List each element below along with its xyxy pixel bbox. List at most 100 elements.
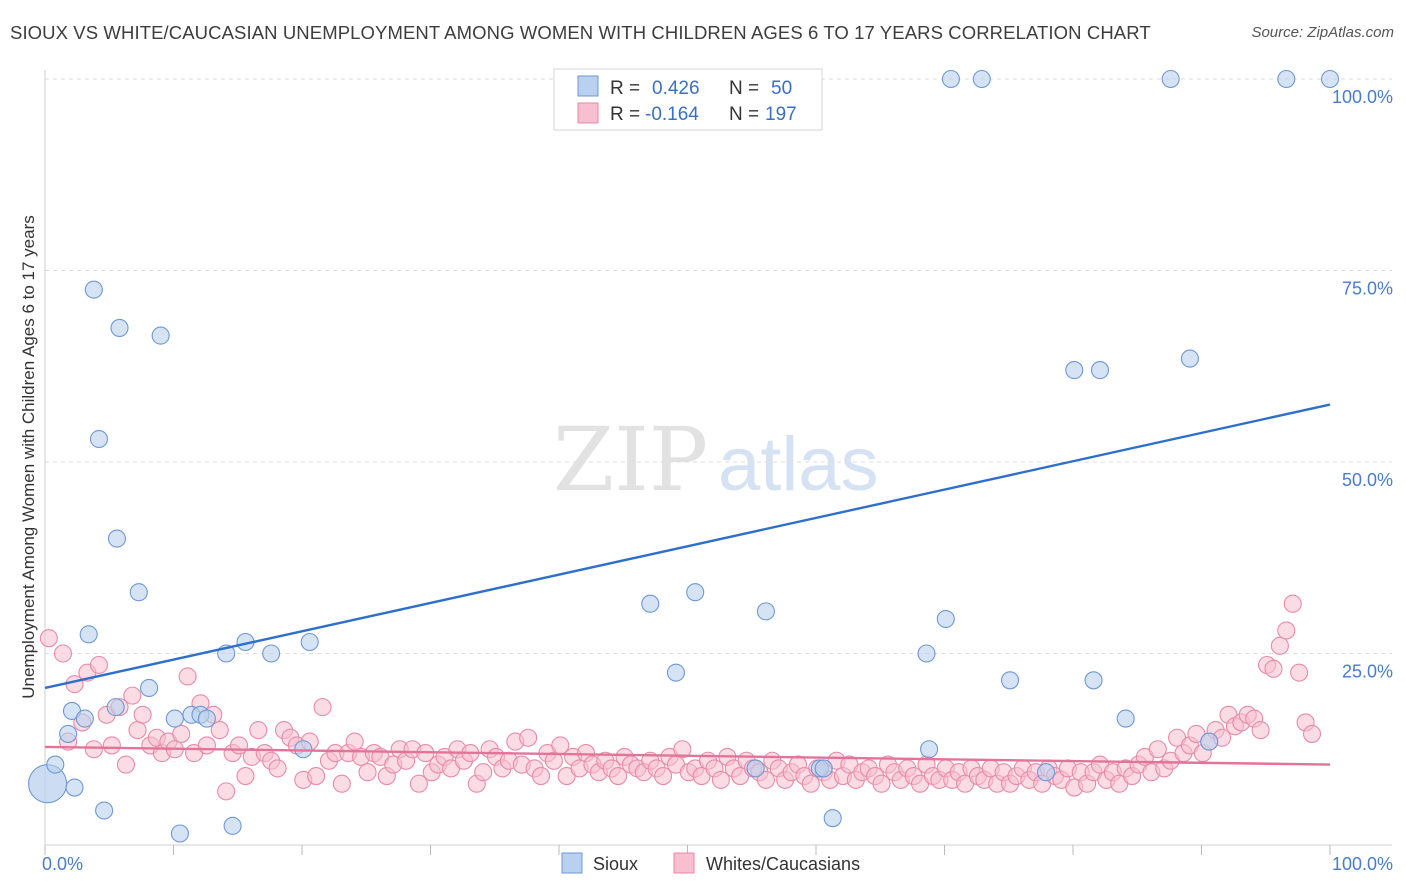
legend-sioux-r-value: 0.426 <box>652 78 700 99</box>
white-point-192 <box>1277 621 1296 640</box>
sioux-point-39 <box>941 69 960 89</box>
white-point-0 <box>39 629 58 648</box>
white-point-9 <box>102 736 121 755</box>
sioux-point-34 <box>814 759 833 778</box>
white-point-104 <box>711 770 730 789</box>
white-point-24 <box>197 736 216 755</box>
watermark-atlas: atlas <box>718 422 879 507</box>
legend-bottom-sioux-label: Sioux <box>593 854 638 874</box>
white-point-20 <box>172 724 191 743</box>
legend-sioux-n-value: 50 <box>771 78 792 99</box>
sioux-point-22 <box>223 816 242 835</box>
sioux-trend-line <box>44 403 1331 690</box>
sioux-point-28 <box>666 663 685 682</box>
white-points <box>39 594 1322 801</box>
white-point-190 <box>1264 659 1283 678</box>
white-point-35 <box>268 759 287 778</box>
white-point-13 <box>128 721 147 740</box>
white-point-191 <box>1270 636 1289 655</box>
white-point-98 <box>673 740 692 759</box>
sioux-point-38 <box>936 609 955 629</box>
legend-white-r-label: R = <box>610 104 640 125</box>
sioux-point-12 <box>110 318 129 338</box>
sioux-point-15 <box>151 326 170 345</box>
sioux-point-14 <box>140 678 159 698</box>
white-point-11 <box>116 755 136 774</box>
white-point-194 <box>1290 663 1309 682</box>
white-point-14 <box>133 705 152 724</box>
source-credit: Source: ZipAtlas.com <box>1251 24 1394 41</box>
white-point-67 <box>474 763 493 782</box>
sioux-point-50 <box>1277 69 1296 89</box>
white-point-26 <box>210 721 229 740</box>
sioux-point-16 <box>165 709 184 728</box>
white-point-95 <box>654 767 673 786</box>
sioux-point-9 <box>95 801 114 820</box>
sioux-point-42 <box>1036 763 1056 782</box>
white-point-47 <box>345 732 364 751</box>
legend-white-r-value: -0.164 <box>645 104 699 125</box>
white-point-172 <box>1148 740 1167 759</box>
white-point-193 <box>1283 594 1302 613</box>
trend-lines <box>44 403 1331 766</box>
white-point-7 <box>89 655 109 675</box>
white-point-32 <box>249 721 268 740</box>
sioux-point-1 <box>46 755 65 774</box>
sioux-point-4 <box>65 778 84 797</box>
x-tick-label-0: 0.0% <box>42 854 83 874</box>
y-tick-label-1: 50.0% <box>1342 470 1393 490</box>
white-point-129 <box>872 774 891 793</box>
sioux-point-24 <box>262 644 281 663</box>
sioux-point-11 <box>107 529 127 548</box>
white-point-196 <box>1302 724 1322 743</box>
watermark-zip: ZIP <box>553 408 708 511</box>
sioux-point-40 <box>972 69 991 89</box>
sioux-point-46 <box>1116 709 1135 728</box>
sioux-point-20 <box>197 709 216 728</box>
sioux-point-45 <box>1090 361 1110 380</box>
sioux-point-2 <box>59 724 78 743</box>
sioux-point-7 <box>84 280 103 299</box>
white-point-111 <box>756 770 775 789</box>
y-tick-label-2: 75.0% <box>1342 279 1393 299</box>
legend-white-n-value: 197 <box>765 104 797 125</box>
y-tick-label-3: 100.0% <box>1332 87 1393 107</box>
axes <box>44 70 1392 855</box>
legend-sioux-r-label: R = <box>610 78 640 99</box>
sioux-point-29 <box>686 583 705 602</box>
sioux-point-6 <box>79 625 98 644</box>
legend-bottom-sioux-swatch <box>561 852 583 874</box>
sioux-point-31 <box>756 602 775 621</box>
white-point-6 <box>84 740 103 759</box>
white-point-74 <box>519 728 538 747</box>
legend-top: R = 0.426 N = 50 R = -0.164 N = 197 <box>553 68 823 131</box>
legend-bottom: Sioux Whites/Caucasians <box>561 852 860 874</box>
sioux-point-26 <box>300 632 319 652</box>
legend-sioux-swatch <box>577 75 599 97</box>
sioux-point-35 <box>823 809 842 828</box>
white-point-45 <box>332 774 351 793</box>
legend-white-n-label: N = <box>729 104 759 125</box>
sioux-point-5 <box>75 709 94 728</box>
white-point-118 <box>801 774 820 793</box>
white-point-42 <box>313 698 332 717</box>
legend-top-box <box>553 68 823 131</box>
sioux-point-8 <box>89 429 109 449</box>
white-point-78 <box>544 751 563 770</box>
legend-white-swatch <box>577 102 599 124</box>
sioux-point-13 <box>129 583 148 602</box>
white-point-27 <box>217 782 236 801</box>
sioux-point-43 <box>1065 361 1084 380</box>
legend-sioux-n-label: N = <box>729 78 759 99</box>
white-point-88 <box>609 767 628 786</box>
chart-title: SIOUX VS WHITE/CAUCASIAN UNEMPLOYMENT AM… <box>10 22 1151 43</box>
white-trend-line <box>44 745 1331 766</box>
white-point-12 <box>123 686 142 705</box>
white-point-1 <box>53 644 73 663</box>
sioux-point-49 <box>1200 732 1219 751</box>
sioux-point-41 <box>1000 671 1020 690</box>
sioux-point-37 <box>920 740 939 759</box>
sioux-point-51 <box>1320 69 1340 89</box>
legend-bottom-white-label: Whites/Caucasians <box>706 854 860 874</box>
